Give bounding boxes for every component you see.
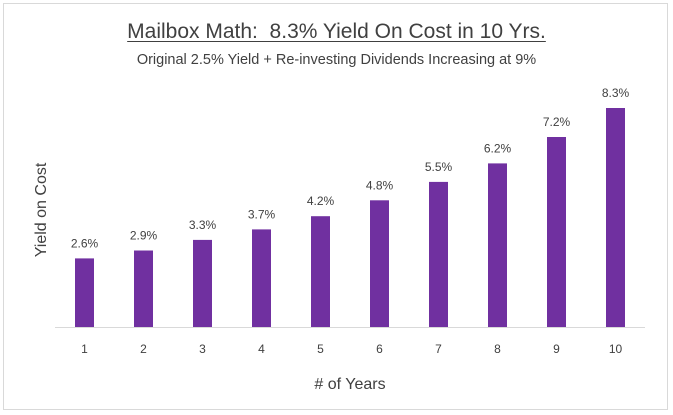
x-tick-label-2: 2 [140,342,147,356]
data-labels-group: 2.6% 2.9% 3.3% 3.7% 4.2% 4.8% 5.5% 6.2% 7.2% 8.3% [71,86,630,250]
bar-year-1 [75,258,94,327]
bar-year-8 [488,163,507,327]
data-label-year-9: 7.2% [543,115,571,129]
bar-year-9 [547,137,566,327]
x-tick-label-5: 5 [317,342,324,356]
chart-title: Mailbox Math: 8.3% Yield On Cost in 10 Y… [127,20,546,43]
data-label-year-3: 3.3% [189,218,217,232]
bar-year-2 [134,250,153,327]
y-axis-title: Yield on Cost [33,162,50,257]
bar-year-10 [606,108,625,327]
x-tick-label-4: 4 [258,342,265,356]
chart-subtitle: Original 2.5% Yield + Re-investing Divid… [136,52,537,68]
bars-group [75,108,625,327]
bar-year-7 [429,181,448,327]
bar-year-4 [252,229,271,327]
data-label-year-6: 4.8% [366,178,394,192]
x-tick-label-6: 6 [376,342,383,356]
x-axis-title: # of Years [314,376,385,393]
x-tick-label-8: 8 [494,342,501,356]
data-label-year-10: 8.3% [602,86,630,100]
data-label-year-7: 5.5% [425,160,453,174]
bar-year-6 [370,200,389,327]
data-label-year-4: 3.7% [248,207,276,221]
data-label-year-2: 2.9% [130,229,158,243]
x-tick-label-1: 1 [81,342,88,356]
x-tick-label-3: 3 [199,342,206,356]
data-label-year-5: 4.2% [307,194,335,208]
x-tick-label-7: 7 [435,342,442,356]
x-tick-label-9: 9 [553,342,560,356]
bar-year-5 [311,216,330,327]
data-label-year-1: 2.6% [71,236,99,250]
x-tick-label-10: 10 [609,342,623,356]
data-label-year-8: 6.2% [484,141,512,155]
bar-year-3 [193,239,212,327]
x-tick-labels-group: 1 2 3 4 5 6 7 8 9 10 [81,342,622,356]
